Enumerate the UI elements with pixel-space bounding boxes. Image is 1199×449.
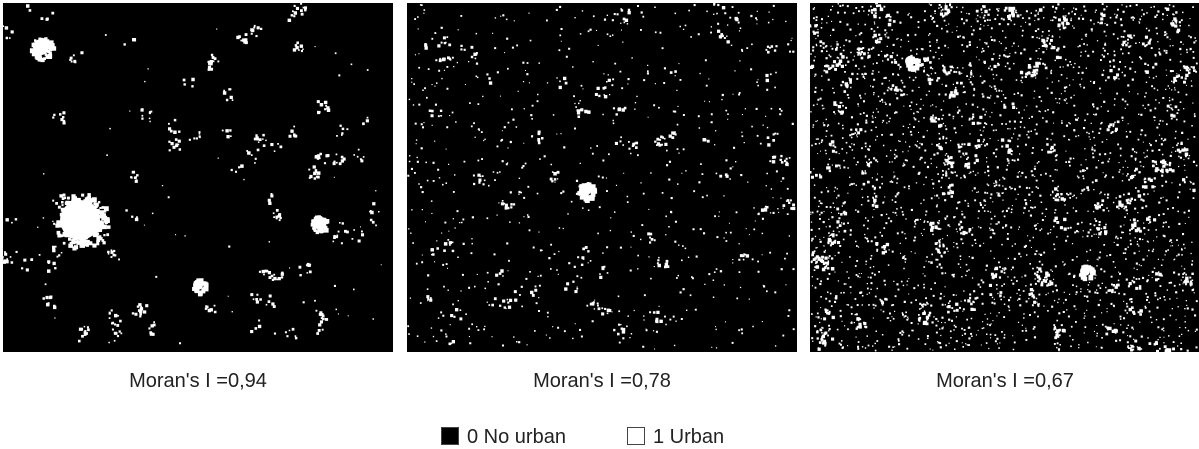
panel-caption: Moran's I =0,78: [407, 370, 797, 393]
panel-caption: Moran's I =0,67: [810, 370, 1199, 393]
legend-swatch: [627, 427, 645, 445]
urban-pixels: [407, 3, 795, 350]
panel-caption: Moran's I =0,94: [3, 370, 393, 393]
map-panel: [810, 3, 1199, 352]
urban-pixels: [3, 3, 382, 344]
legend-swatch: [441, 427, 459, 445]
figure: Moran's I =0,94 Moran's I =0,78 Moran's …: [0, 0, 1199, 449]
legend-label: 0 No urban: [467, 426, 566, 449]
urban-pixels: [810, 3, 1198, 352]
legend-label: 1 Urban: [653, 426, 724, 449]
map-panel: [407, 3, 797, 352]
map-panel: [3, 3, 393, 352]
